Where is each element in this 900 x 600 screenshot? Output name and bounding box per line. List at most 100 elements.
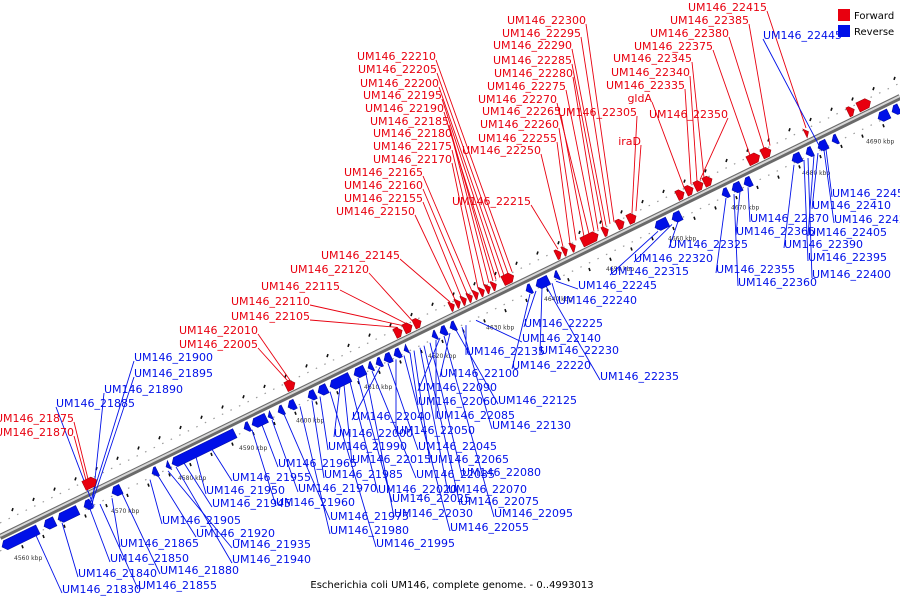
- gene-label: UM146_21875: [0, 412, 74, 425]
- legend-forward-label: Forward: [854, 11, 894, 22]
- gene-arrow: [353, 364, 368, 378]
- leader-line: [585, 23, 615, 222]
- tick-label: 4570 kbp: [111, 508, 139, 515]
- forward-gene: [483, 284, 491, 295]
- leader-line: [368, 272, 413, 321]
- leader-line: [807, 155, 815, 237]
- leader-line: [635, 144, 642, 212]
- gene-label: UM146_21990: [328, 440, 407, 453]
- leader-line: [417, 337, 441, 392]
- gene-label: UM146_22150: [336, 205, 415, 218]
- lane-tick: [798, 165, 801, 169]
- lane-tick: [851, 97, 854, 101]
- gene-label: UM146_22130: [492, 419, 571, 432]
- lane-tick: [200, 415, 203, 419]
- gene-label: UM146_22370: [750, 212, 829, 225]
- forward-gene: [568, 242, 576, 253]
- lane-tick: [105, 503, 108, 508]
- leader-line: [540, 153, 564, 247]
- gene-arrow: [449, 320, 458, 332]
- forward-gene: [674, 189, 685, 201]
- gene-arrow: [459, 295, 467, 306]
- forward-gene: [447, 301, 455, 312]
- gene-arrow: [759, 147, 772, 160]
- gene-arrow: [489, 281, 497, 292]
- reverse-gene: [267, 409, 275, 421]
- gene-label: UM146_21865: [120, 537, 199, 550]
- lane-tick: [546, 288, 549, 292]
- leader-line: [762, 38, 823, 152]
- gene-label: UM146_22050: [396, 424, 475, 437]
- forward-gene: [855, 98, 871, 113]
- figure-caption: Escherichia coli UM146, complete genome.…: [310, 580, 593, 591]
- gene-arrow: [411, 318, 422, 330]
- lane-tick: [32, 497, 35, 502]
- leader-line: [371, 370, 417, 479]
- gene-label: UM146_22320: [634, 252, 713, 265]
- forward-gene: [845, 106, 855, 118]
- gene-label: UM146_22235: [600, 370, 679, 383]
- leader-line: [261, 424, 279, 468]
- lane-tick: [357, 380, 360, 385]
- leader-line: [530, 204, 559, 250]
- gene-arrow: [307, 389, 318, 401]
- gene-arrow: [802, 128, 809, 139]
- reverse-gene: [721, 187, 731, 199]
- lane-tick: [504, 308, 507, 313]
- forward-gene: [745, 152, 760, 167]
- leader-line: [399, 258, 451, 303]
- leader-line: [684, 88, 692, 185]
- lane-tick: [305, 364, 308, 368]
- leader-line: [55, 406, 95, 508]
- reverse-gene: [383, 351, 394, 364]
- reverse-gene: [307, 389, 318, 401]
- lane-tick: [326, 353, 329, 358]
- gene-label: UM146_22380: [650, 27, 729, 40]
- gene-label: UM146_21965: [278, 457, 357, 470]
- gene-arrow: [447, 301, 455, 312]
- leader-line: [580, 36, 611, 224]
- legend-reverse-label: Reverse: [854, 27, 894, 38]
- gene-arrow: [791, 151, 804, 164]
- gene-arrow: [483, 284, 491, 295]
- leader-line: [811, 153, 819, 210]
- gene-arrow: [283, 379, 296, 393]
- gene-arrow: [671, 210, 684, 223]
- gene-label: UM146_21870: [0, 426, 74, 439]
- gene-label: UM146_22060: [418, 395, 497, 408]
- leader-line: [211, 449, 233, 482]
- forward-gene: [459, 295, 467, 306]
- reverse-gene: [671, 210, 684, 223]
- tick-label: 4670 kbp: [731, 205, 759, 212]
- lane-tick: [74, 477, 77, 481]
- reverse-gene: [329, 372, 353, 390]
- lane-tick: [21, 544, 24, 549]
- gene-label: UM146_21885: [56, 397, 135, 410]
- lane-tick: [315, 401, 318, 405]
- lane-tick: [872, 86, 875, 91]
- reverse-gene: [57, 505, 81, 523]
- forward-gene: [553, 249, 562, 260]
- gene-label: UM146_21920: [196, 527, 275, 540]
- gene-label: UM146_21995: [376, 537, 455, 550]
- gene-label: UM146_22030: [394, 507, 473, 520]
- gene-arrow: [625, 213, 637, 225]
- gene-label: UM146_22305: [558, 106, 637, 119]
- gene-label: UM146_21940: [232, 553, 311, 566]
- gene-label: UM146_21955: [232, 471, 311, 484]
- reverse-gene: [553, 270, 562, 281]
- gene-label: UM146_22385: [670, 14, 749, 27]
- reverse-gene: [277, 404, 286, 416]
- gene-arrow: [477, 287, 485, 298]
- leader-line: [339, 289, 407, 324]
- leader-line: [523, 290, 537, 328]
- lane-tick: [410, 312, 413, 317]
- gene-label: UM146_22025: [392, 492, 471, 505]
- gene-arrow: [600, 226, 609, 238]
- forward-gene: [600, 226, 609, 238]
- gene-label: UM146_21900: [134, 351, 213, 364]
- genes: [1, 98, 900, 551]
- lane-tick: [725, 158, 728, 163]
- gene-label: UM146_22270: [478, 93, 557, 106]
